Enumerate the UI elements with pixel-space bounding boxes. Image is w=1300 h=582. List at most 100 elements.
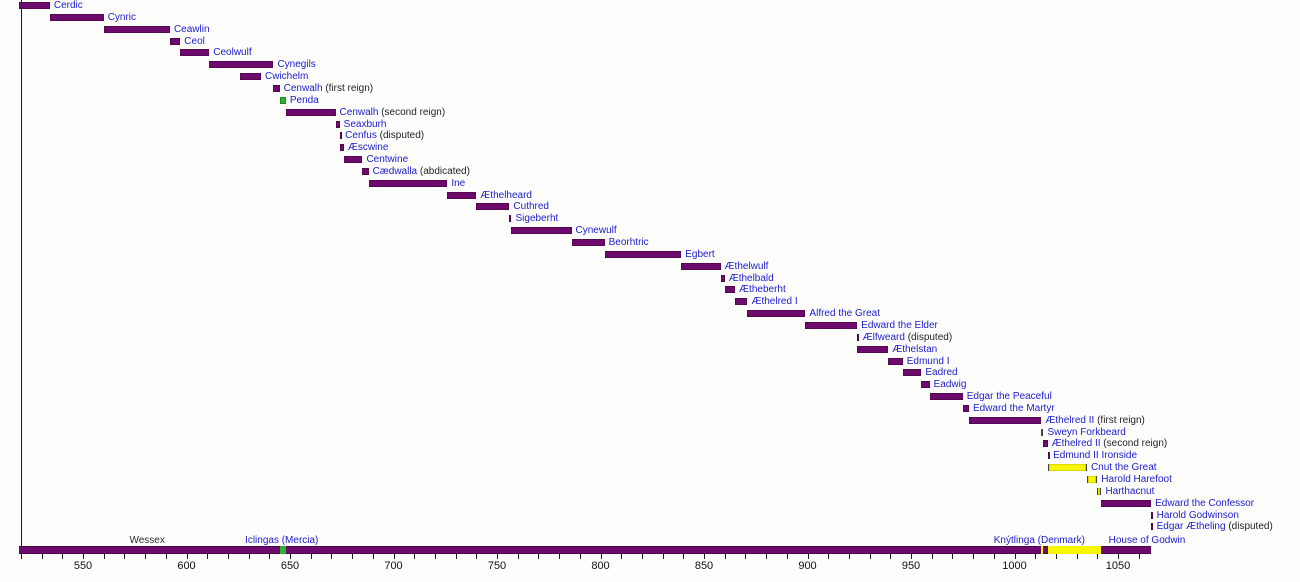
- reign-bar[interactable]: [1043, 440, 1048, 448]
- monarch-name-link[interactable]: Cnut the Great: [1090, 462, 1157, 474]
- monarch-name-link[interactable]: Edward the Martyr: [972, 402, 1055, 414]
- monarch-name-link[interactable]: Alfred the Great: [809, 308, 881, 320]
- reign-bar[interactable]: [681, 262, 721, 270]
- monarch-name-link[interactable]: Cuthred: [513, 201, 549, 213]
- monarch-name-link[interactable]: Edward the Confessor: [1155, 497, 1255, 509]
- reign-bar[interactable]: [1086, 476, 1098, 483]
- dynasty-bar-segment-wessex[interactable]: [1043, 546, 1048, 554]
- reign-bar[interactable]: [368, 179, 448, 187]
- reign-bar[interactable]: [720, 274, 725, 282]
- monarch-name-link[interactable]: Cynegils: [277, 59, 316, 71]
- dynasty-label[interactable]: House of Godwin: [1108, 534, 1186, 546]
- reign-bar[interactable]: [1151, 523, 1154, 531]
- monarch-name-link[interactable]: Cædwalla: [372, 165, 418, 177]
- dynasty-label[interactable]: Iclingas (Mercia): [245, 534, 319, 546]
- monarch-name-link[interactable]: Seaxburh: [343, 118, 387, 130]
- reign-bar[interactable]: [1047, 464, 1087, 472]
- monarch-name-link[interactable]: Harold Godwinson: [1156, 509, 1239, 521]
- monarch-name-link[interactable]: Eadwig: [933, 379, 967, 391]
- monarch-name-link[interactable]: Æthelred II: [1051, 438, 1101, 450]
- dynasty-label[interactable]: Knýtlinga (Denmark): [993, 534, 1085, 546]
- monarch-name-link[interactable]: Ceolwulf: [213, 47, 252, 59]
- monarch-name-link[interactable]: Cerdic: [53, 0, 83, 11]
- reign-bar[interactable]: [968, 416, 1042, 424]
- monarch-name-link[interactable]: Edmund I: [906, 355, 950, 367]
- reign-bar[interactable]: [888, 357, 903, 365]
- monarch-name-link[interactable]: Æthelstan: [892, 343, 938, 355]
- reign-bar[interactable]: [339, 132, 342, 140]
- monarch-name-link[interactable]: Edmund II Ironside: [1053, 450, 1138, 462]
- reign-bar[interactable]: [805, 321, 858, 329]
- monarch-name-link[interactable]: Æscwine: [347, 142, 389, 154]
- reign-bar[interactable]: [273, 84, 280, 92]
- monarch-name-link[interactable]: Æthelred I: [751, 296, 798, 308]
- monarch-name-link[interactable]: Æthelbald: [728, 272, 774, 284]
- dynasty-bar-segment-denmark[interactable]: [1047, 546, 1102, 554]
- reign-bar[interactable]: [929, 393, 963, 401]
- monarch-name-link[interactable]: Ceol: [184, 35, 205, 47]
- reign-bar[interactable]: [604, 250, 682, 258]
- monarch-name-link[interactable]: Harthacnut: [1105, 485, 1155, 497]
- reign-bar[interactable]: [902, 369, 922, 377]
- monarch-name-link[interactable]: Sigeberht: [515, 213, 559, 225]
- monarch-name-link[interactable]: Cynewulf: [575, 225, 617, 237]
- monarch-name-link[interactable]: Cenfus: [345, 130, 377, 142]
- monarch-name-link[interactable]: Eadred: [925, 367, 958, 379]
- reign-bar[interactable]: [857, 345, 889, 353]
- reign-bar[interactable]: [511, 227, 572, 235]
- reign-bar[interactable]: [18, 2, 50, 9]
- monarch-name-link[interactable]: Ceawlin: [173, 23, 210, 35]
- reign-bar[interactable]: [747, 310, 806, 318]
- reign-bar[interactable]: [362, 167, 369, 175]
- reign-bar[interactable]: [962, 404, 969, 412]
- monarch-name-link[interactable]: Cynric: [107, 11, 137, 23]
- reign-bar[interactable]: [240, 73, 261, 81]
- monarch-name-link[interactable]: Beorhtric: [608, 237, 649, 248]
- reign-bar[interactable]: [169, 37, 181, 45]
- reign-bar[interactable]: [1101, 499, 1152, 507]
- reign-bar[interactable]: [279, 96, 286, 104]
- reign-bar[interactable]: [1097, 487, 1102, 495]
- monarch-name-link[interactable]: Centwine: [366, 154, 409, 166]
- reign-bar[interactable]: [209, 61, 274, 69]
- dynasty-bar-segment-wessex[interactable]: [1101, 546, 1152, 554]
- monarch-name-link[interactable]: Ælfweard: [862, 331, 905, 343]
- monarch-name-link[interactable]: Cenwalh: [283, 82, 323, 94]
- dynasty-bar-segment-wessex[interactable]: [18, 546, 280, 554]
- reign-bar[interactable]: [447, 191, 477, 199]
- dynasty-bar-segment-denmark[interactable]: [1041, 546, 1044, 554]
- monarch-name-link[interactable]: Penda: [289, 94, 319, 106]
- monarch-name-link[interactable]: Cwichelm: [265, 71, 309, 83]
- monarch-name-link[interactable]: Æthelheard: [480, 189, 532, 201]
- reign-bar[interactable]: [1151, 511, 1154, 519]
- monarch-name-link[interactable]: Sweyn Forkbeard: [1047, 426, 1126, 438]
- reign-bar[interactable]: [1041, 428, 1044, 436]
- reign-bar[interactable]: [49, 13, 104, 21]
- monarch-name-link[interactable]: Edward the Elder: [861, 319, 938, 331]
- monarch-name-link[interactable]: Ine: [451, 177, 466, 189]
- reign-bar[interactable]: [921, 381, 930, 389]
- monarch-name-link[interactable]: Cenwalh: [339, 106, 379, 118]
- dynasty-bar-segment-mercia[interactable]: [279, 546, 286, 554]
- reign-bar[interactable]: [857, 333, 860, 341]
- monarch-name-link[interactable]: Edgar Ætheling: [1156, 521, 1226, 533]
- reign-bar[interactable]: [180, 49, 210, 57]
- reign-bar[interactable]: [509, 215, 512, 223]
- reign-bar[interactable]: [724, 286, 736, 294]
- monarch-name-link[interactable]: Ætheberht: [739, 284, 786, 296]
- reign-bar[interactable]: [343, 156, 363, 164]
- reign-bar[interactable]: [1047, 452, 1050, 460]
- dynasty-bar-segment-wessex[interactable]: [285, 546, 1042, 554]
- monarch-name-link[interactable]: Harold Harefoot: [1101, 474, 1172, 485]
- reign-bar[interactable]: [735, 298, 748, 306]
- monarch-name-link[interactable]: Æthelred II: [1045, 414, 1095, 426]
- reign-bar[interactable]: [335, 120, 340, 128]
- monarch-name-link[interactable]: Æthelwulf: [724, 260, 769, 272]
- reign-bar[interactable]: [103, 25, 170, 33]
- reign-bar[interactable]: [571, 239, 605, 246]
- reign-bar[interactable]: [285, 108, 336, 116]
- reign-bar[interactable]: [476, 203, 510, 211]
- monarch-name-link[interactable]: Egbert: [685, 248, 715, 260]
- reign-bar[interactable]: [339, 144, 344, 152]
- monarch-name-link[interactable]: Edgar the Peaceful: [966, 391, 1052, 403]
